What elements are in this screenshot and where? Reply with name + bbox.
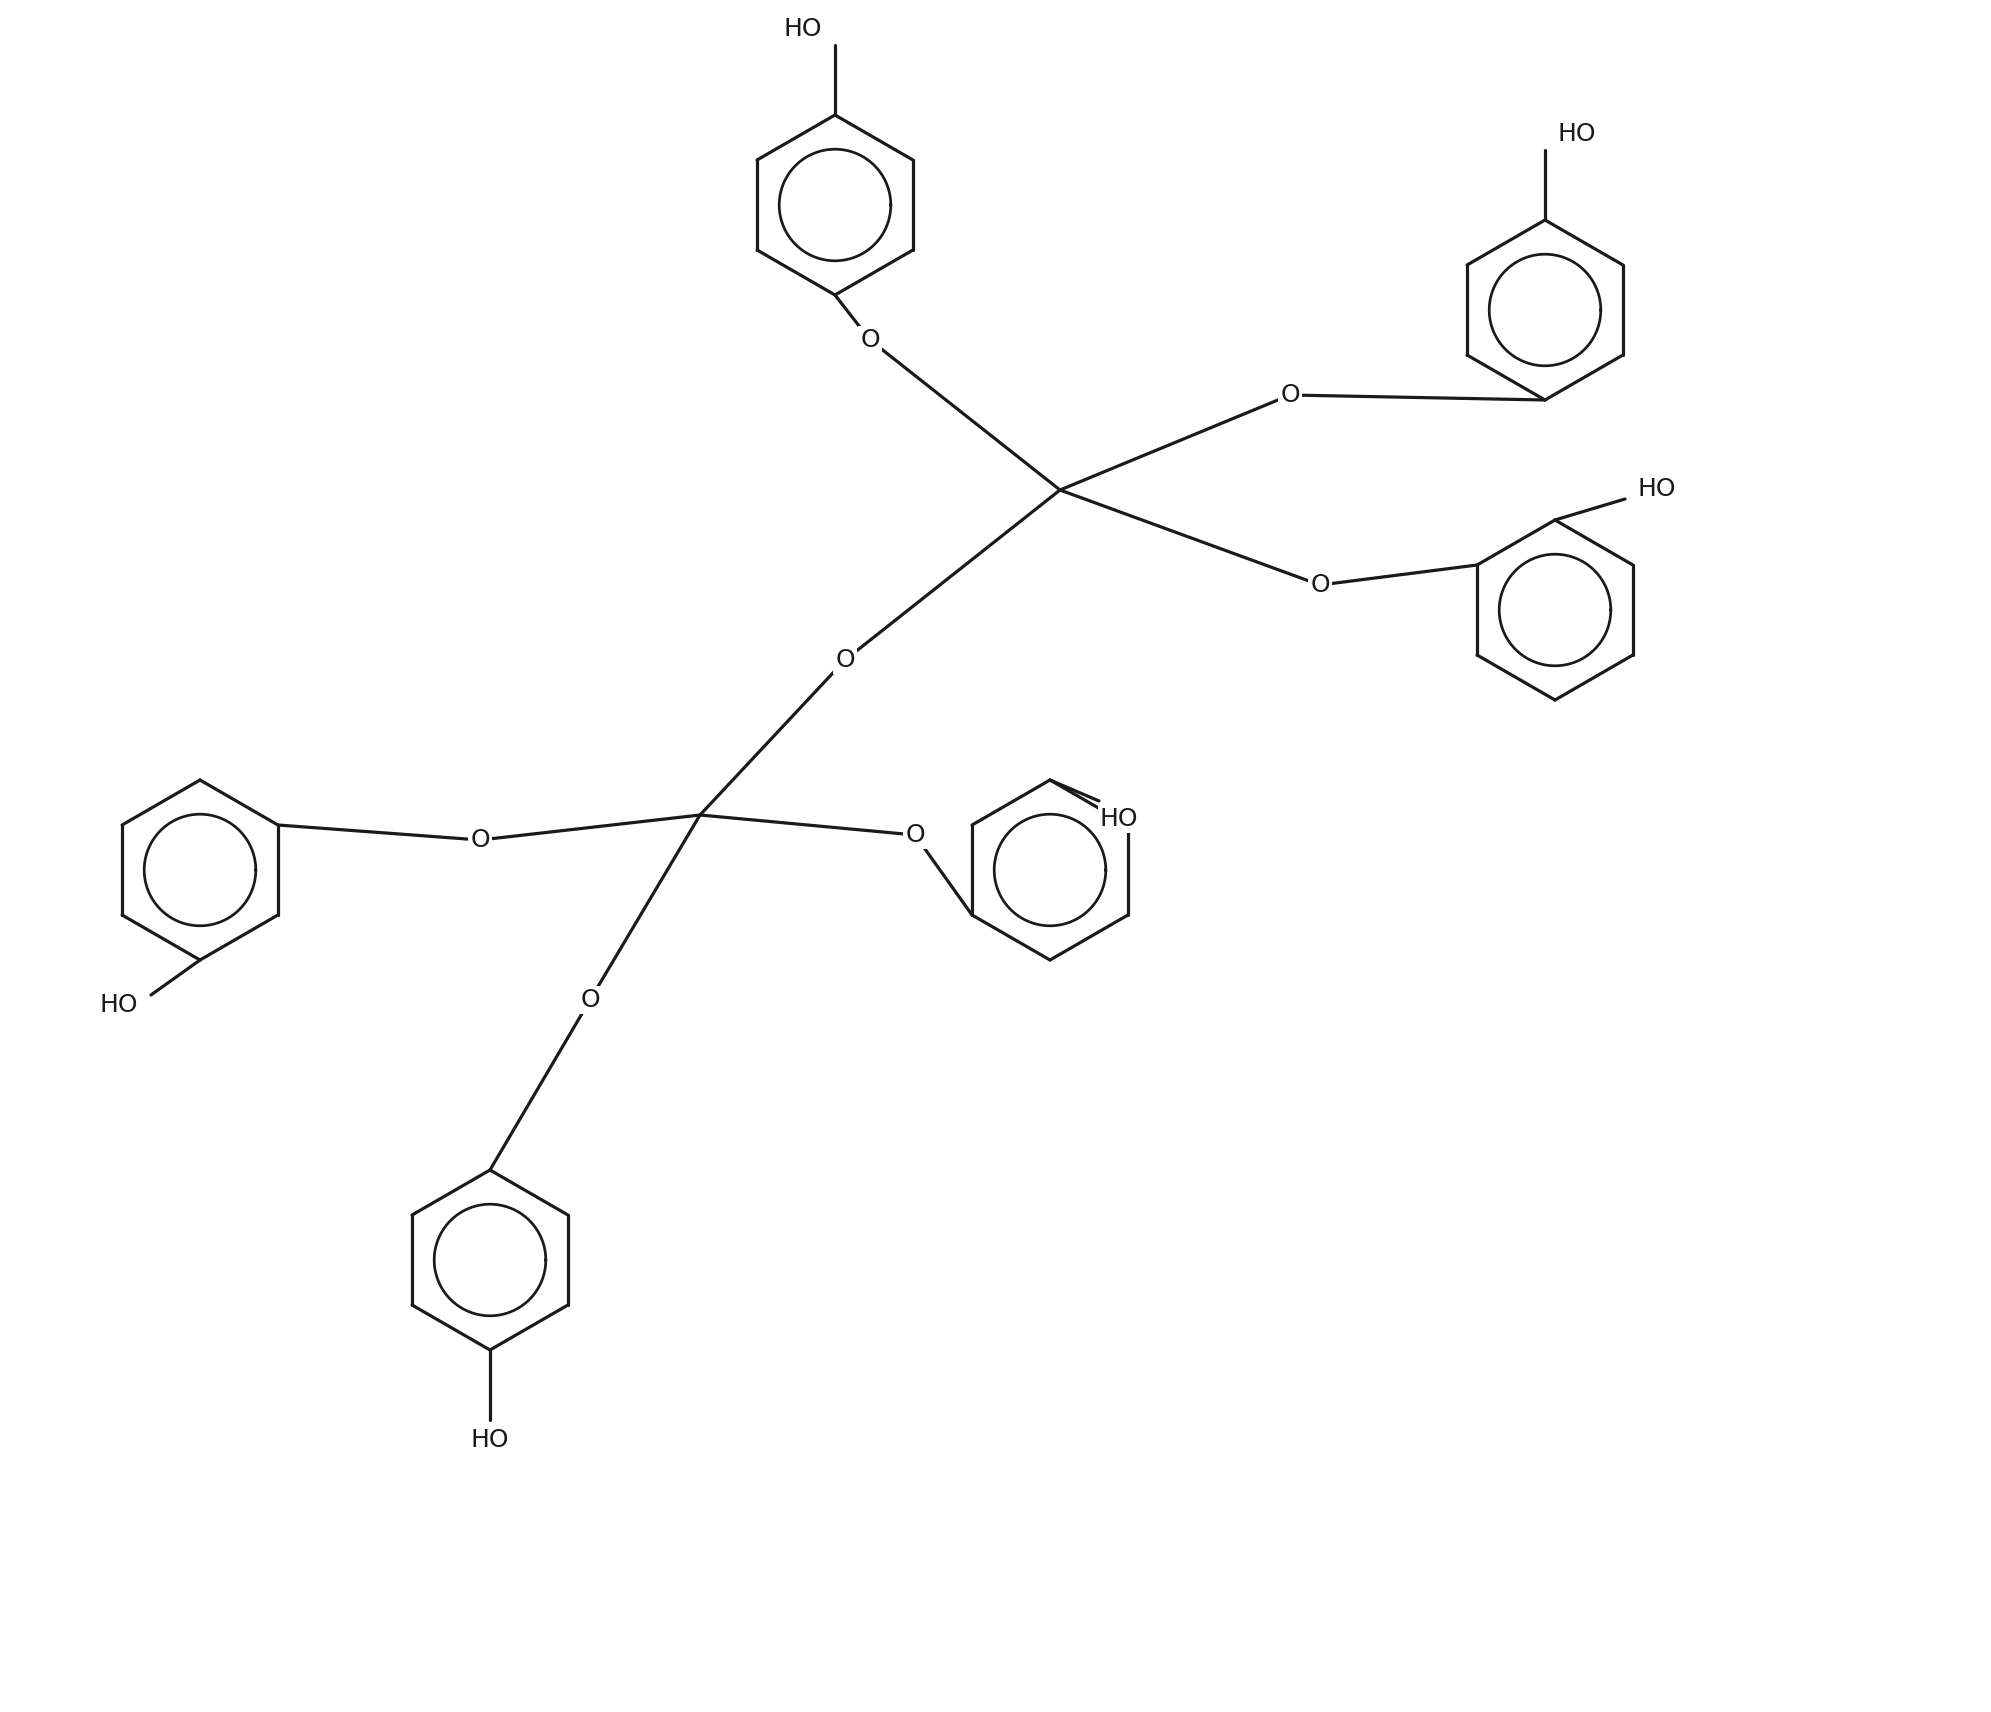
Text: HO: HO bbox=[1099, 806, 1139, 830]
Text: O: O bbox=[906, 823, 924, 847]
Text: HO: HO bbox=[470, 1428, 510, 1452]
Text: HO: HO bbox=[100, 993, 137, 1017]
Text: HO: HO bbox=[784, 17, 822, 41]
Text: O: O bbox=[860, 329, 880, 353]
Text: HO: HO bbox=[1639, 478, 1676, 502]
Text: HO: HO bbox=[1557, 122, 1597, 146]
Text: O: O bbox=[470, 829, 490, 853]
Text: O: O bbox=[579, 988, 599, 1012]
Text: O: O bbox=[1280, 383, 1300, 407]
Text: O: O bbox=[834, 649, 854, 673]
Text: O: O bbox=[1310, 574, 1330, 597]
